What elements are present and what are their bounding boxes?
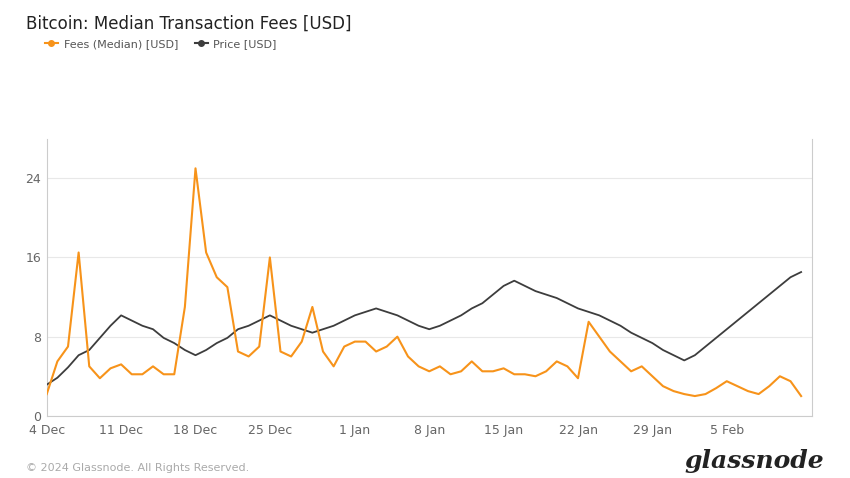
Text: glassnode: glassnode: [685, 449, 824, 473]
Text: Bitcoin: Median Transaction Fees [USD]: Bitcoin: Median Transaction Fees [USD]: [26, 14, 351, 33]
Legend: Fees (Median) [USD], Price [USD]: Fees (Median) [USD], Price [USD]: [45, 39, 277, 49]
Text: © 2024 Glassnode. All Rights Reserved.: © 2024 Glassnode. All Rights Reserved.: [26, 463, 249, 473]
